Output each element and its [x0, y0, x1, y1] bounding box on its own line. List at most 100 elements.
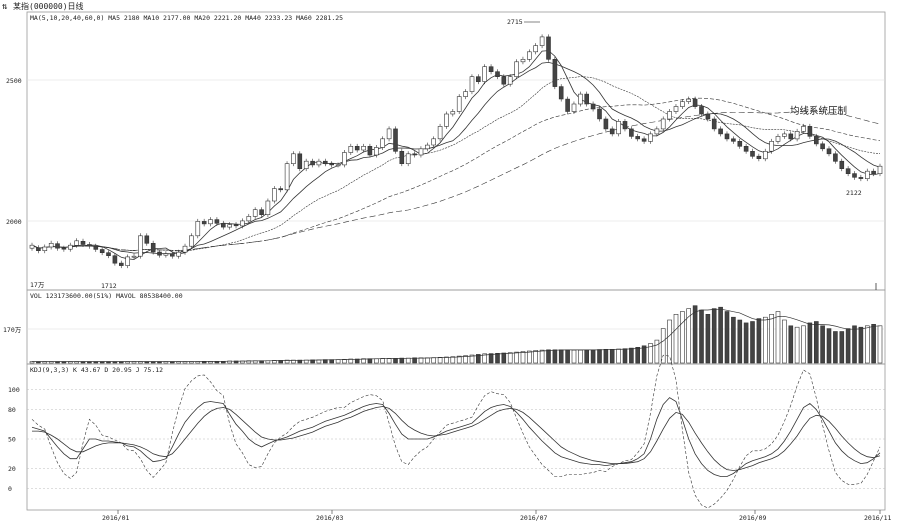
volume-bar: [692, 305, 698, 364]
candle: [214, 219, 220, 224]
volume-bar: [813, 321, 819, 364]
candle: [469, 76, 475, 92]
kdj-lines: [31, 354, 881, 509]
volume-bar: [526, 350, 532, 364]
candle: [42, 246, 48, 252]
volume-bar: [616, 348, 621, 364]
volume-bar: [756, 318, 762, 364]
candle: [195, 221, 201, 237]
candle: [839, 160, 845, 169]
volume-bar: [501, 352, 507, 364]
candle: [501, 76, 507, 85]
volume-bar: [335, 359, 341, 364]
volume-bar: [826, 328, 832, 364]
volume-tick: 170万: [3, 326, 22, 334]
candle: [673, 106, 679, 112]
candle: [571, 103, 577, 112]
candle: [813, 136, 819, 145]
candle: [699, 106, 704, 115]
candle: [297, 153, 303, 170]
volume-bar: [743, 322, 749, 364]
volume-bar: [578, 349, 583, 364]
volume-bar: [788, 325, 794, 364]
candles: [29, 34, 883, 269]
candle: [641, 138, 647, 142]
candle: [303, 160, 309, 169]
volume-bar: [565, 349, 570, 364]
volume-bar: [641, 345, 647, 364]
volume-bar: [412, 357, 417, 364]
candle: [329, 163, 335, 166]
volume-bar: [686, 308, 692, 364]
candle: [431, 138, 437, 146]
ma-line-ma5: [31, 50, 881, 260]
candle: [705, 113, 711, 120]
volume-bar: [852, 325, 857, 364]
volume-bar: [705, 313, 711, 364]
candle: [68, 244, 73, 250]
candle: [144, 235, 150, 244]
volume-bar: [629, 347, 634, 364]
candle: [526, 51, 532, 60]
volume-bar: [456, 355, 462, 364]
candle: [782, 133, 787, 137]
volume-bar: [597, 349, 602, 364]
chart-header-icon[interactable]: ⇅: [2, 2, 8, 12]
candle: [546, 36, 551, 60]
candle: [552, 58, 558, 87]
candle: [718, 128, 723, 135]
candle: [418, 148, 424, 156]
volume-bar: [769, 313, 774, 364]
volume-bar: [514, 351, 519, 364]
candle: [189, 235, 194, 247]
volume-bar: [520, 351, 526, 364]
candle: [233, 224, 239, 227]
volume-bar: [654, 339, 660, 364]
candle: [820, 143, 825, 150]
volume-bar: [546, 349, 551, 364]
candle: [246, 216, 252, 222]
candle: [412, 153, 417, 156]
candle: [788, 133, 794, 140]
kdj-tick: 0: [8, 485, 12, 493]
candle: [807, 126, 813, 137]
volume-bar: [775, 311, 781, 364]
ma-line-ma60: [31, 110, 881, 251]
volume-bar: [361, 358, 366, 364]
candle: [322, 160, 328, 164]
volume-bars: [29, 305, 883, 364]
candle: [437, 126, 443, 140]
volume-bar: [558, 349, 564, 364]
kdj-line-d: [32, 406, 881, 471]
volume-bar: [622, 348, 628, 364]
candle: [271, 188, 277, 202]
candle: [424, 144, 430, 150]
volume-bar: [737, 319, 743, 364]
kdj-tick: 20: [8, 465, 16, 473]
volume-legend: VOL 123173600.00(51%) MAVOL 80538400.00: [30, 292, 183, 300]
candle: [609, 128, 615, 135]
kdj-tick: 80: [8, 406, 16, 414]
candle: [565, 98, 570, 112]
candle: [533, 45, 539, 53]
candle: [380, 138, 386, 148]
candle: [660, 118, 666, 130]
candle: [176, 251, 181, 257]
candle: [558, 86, 564, 100]
volume-bar: [864, 325, 870, 364]
x-tick-label: 2016/01: [102, 514, 129, 522]
volume-bar: [794, 326, 800, 364]
candle: [680, 101, 685, 107]
volume-bar: [609, 348, 615, 364]
ma-line-ma10: [31, 61, 881, 255]
candle: [648, 133, 653, 142]
candle: [858, 177, 864, 179]
candle: [170, 253, 175, 257]
candle: [367, 146, 373, 156]
candle: [864, 170, 870, 179]
chart-title: 某指(000000)日线: [13, 1, 84, 11]
candle: [514, 61, 519, 77]
volume-bar: [488, 353, 494, 364]
candle: [112, 255, 118, 264]
candle: [227, 224, 232, 228]
